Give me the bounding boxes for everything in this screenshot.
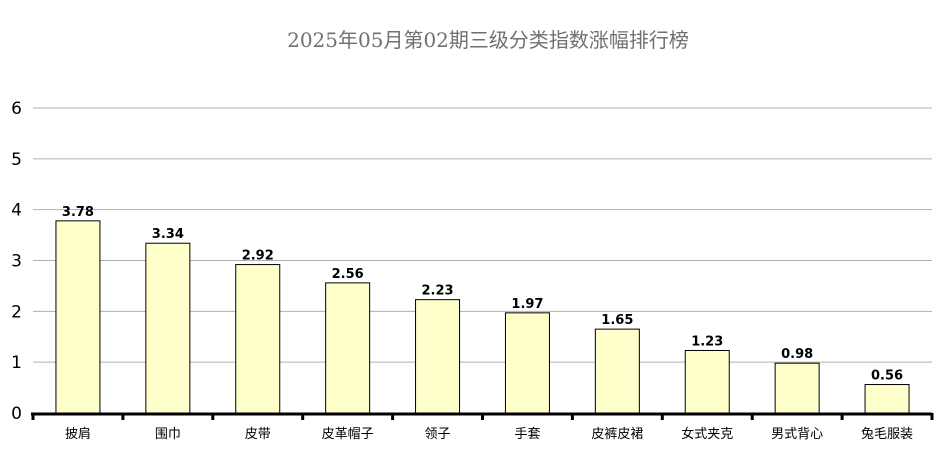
data-label: 0.56 — [871, 369, 903, 384]
x-tick-label: 皮革帽子 — [322, 426, 374, 442]
y-tick-label: 0 — [11, 404, 22, 424]
data-label: 3.34 — [152, 227, 184, 242]
x-tick-label: 兔毛服装 — [861, 427, 913, 442]
bar — [774, 362, 820, 414]
x-tick-label: 手套 — [514, 426, 540, 442]
data-label: 1.23 — [691, 334, 723, 349]
data-label: 0.98 — [781, 347, 813, 362]
y-tick-label: 6 — [11, 99, 22, 119]
y-tick-label: 2 — [11, 302, 22, 322]
data-label: 2.92 — [242, 249, 274, 264]
data-label: 3.78 — [62, 205, 94, 220]
bars: 3.78 3.34 2.92 2.56 2.23 1.97 1.65 1.23 0.98 0.56 — [55, 205, 910, 414]
data-label: 2.56 — [332, 267, 364, 282]
x-tick-label: 男式背心 — [771, 427, 823, 442]
bar — [55, 220, 101, 414]
data-label: 1.65 — [601, 313, 633, 328]
bar — [864, 384, 910, 414]
data-label: 1.97 — [511, 297, 543, 312]
y-tick-label: 1 — [11, 353, 22, 373]
x-tick-label: 围巾 — [155, 427, 181, 442]
bar — [504, 312, 550, 414]
y-tick-label: 4 — [11, 201, 22, 221]
x-tick-label: 女式夹克 — [681, 426, 733, 442]
chart-title: 2025年05月第02期三级分类指数涨幅排行榜 — [287, 28, 689, 52]
bar — [684, 349, 730, 414]
axes: 0 1 2 3 4 5 6 披肩 围巾 皮带 皮革帽子 领子 手套 皮裤皮裙 女式夹克 男式背心 兔毛服装 — [11, 99, 934, 442]
bar — [235, 264, 281, 414]
bar — [415, 299, 461, 414]
bar — [325, 282, 371, 414]
x-tick-label: 皮裤皮裙 — [591, 427, 643, 442]
bar — [594, 328, 640, 414]
bar — [145, 242, 191, 414]
x-tick-label: 皮带 — [245, 427, 271, 442]
data-label: 2.23 — [422, 284, 454, 299]
y-tick-label: 3 — [11, 252, 22, 272]
x-tick-label: 披肩 — [65, 426, 91, 442]
y-tick-label: 5 — [11, 150, 22, 170]
x-tick-label: 领子 — [425, 427, 451, 442]
